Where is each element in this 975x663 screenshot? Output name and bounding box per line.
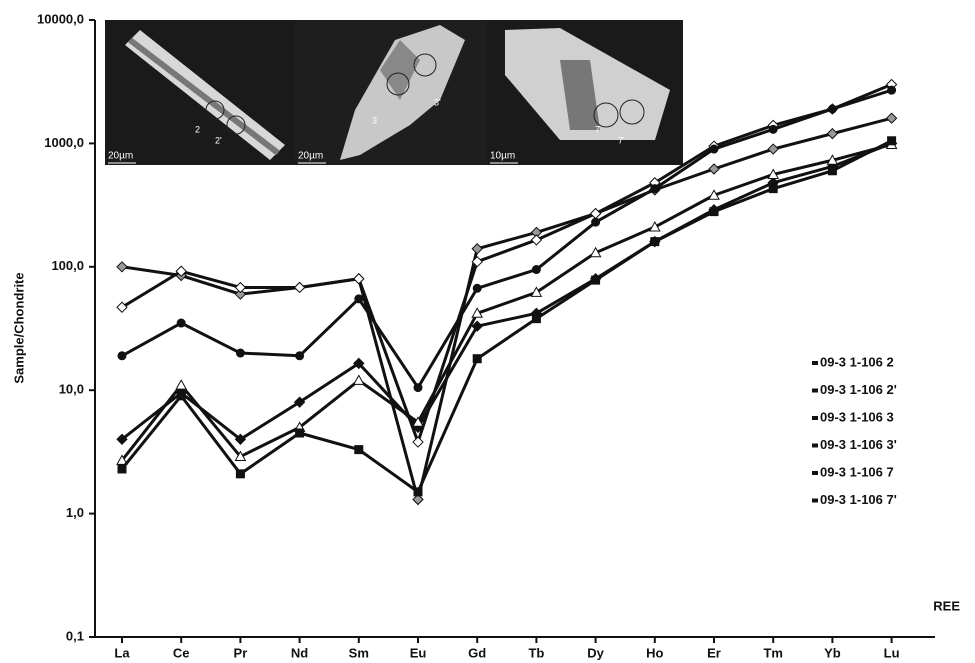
x-tick-label: Tm bbox=[763, 645, 783, 660]
inset-label: 7 bbox=[595, 124, 600, 134]
y-tick-label: 1000,0 bbox=[44, 135, 84, 150]
x-tick-label: Ce bbox=[173, 645, 190, 660]
x-tick-label: Tb bbox=[528, 645, 544, 660]
marker bbox=[651, 185, 659, 193]
marker bbox=[296, 352, 304, 360]
y-axis-label: Sample/Chondrite bbox=[11, 272, 26, 383]
marker bbox=[888, 86, 896, 94]
inset-scale: 10µm bbox=[490, 151, 515, 162]
marker bbox=[769, 125, 777, 133]
marker bbox=[414, 384, 422, 392]
marker bbox=[295, 282, 305, 292]
inset-label: 2' bbox=[215, 135, 222, 145]
marker bbox=[710, 145, 718, 153]
marker bbox=[354, 274, 364, 284]
marker bbox=[472, 244, 482, 254]
x-axis-label: REE bbox=[933, 598, 960, 613]
marker bbox=[827, 129, 837, 139]
marker bbox=[532, 315, 540, 323]
y-tick-label: 100,0 bbox=[51, 258, 84, 273]
marker bbox=[177, 319, 185, 327]
x-tick-label: Pr bbox=[234, 645, 248, 660]
legend-label: 09-3 1-106 2' bbox=[820, 382, 897, 397]
y-tick-label: 1,0 bbox=[66, 505, 84, 520]
marker bbox=[355, 295, 363, 303]
marker bbox=[828, 167, 836, 175]
marker bbox=[828, 105, 836, 113]
marker bbox=[296, 429, 304, 437]
legend-label: 09-3 1-106 7' bbox=[820, 492, 897, 507]
inset-label: 3 bbox=[372, 115, 377, 125]
marker bbox=[118, 465, 126, 473]
marker bbox=[473, 355, 481, 363]
x-tick-label: Nd bbox=[291, 645, 308, 660]
marker bbox=[176, 380, 186, 389]
legend-label: 09-3 1-106 2 bbox=[820, 354, 894, 369]
inset-label: 3' bbox=[434, 97, 441, 107]
marker bbox=[235, 282, 245, 292]
legend-label: 09-3 1-106 7 bbox=[820, 464, 894, 479]
marker bbox=[413, 437, 423, 447]
marker bbox=[473, 284, 481, 292]
x-tick-label: Eu bbox=[410, 645, 427, 660]
marker bbox=[768, 144, 778, 154]
marker bbox=[592, 218, 600, 226]
marker bbox=[710, 208, 718, 216]
inset-scale: 20µm bbox=[108, 151, 133, 162]
marker bbox=[236, 349, 244, 357]
marker bbox=[236, 470, 244, 478]
y-tick-label: 0,1 bbox=[66, 628, 84, 643]
inset-label: 2 bbox=[195, 124, 200, 134]
legend-label: 09-3 1-106 3' bbox=[820, 437, 897, 452]
marker bbox=[118, 352, 126, 360]
x-tick-label: Gd bbox=[468, 645, 486, 660]
marker bbox=[651, 238, 659, 246]
marker bbox=[592, 276, 600, 284]
legend-label: 09-3 1-106 3 bbox=[820, 409, 894, 424]
marker bbox=[769, 185, 777, 193]
x-tick-label: La bbox=[114, 645, 130, 660]
x-tick-label: Sm bbox=[349, 645, 369, 660]
x-tick-label: Dy bbox=[587, 645, 604, 660]
marker bbox=[888, 137, 896, 145]
marker bbox=[414, 488, 422, 496]
marker bbox=[355, 446, 363, 454]
insets bbox=[105, 20, 683, 165]
y-tick-label: 10,0 bbox=[59, 382, 84, 397]
marker bbox=[354, 375, 364, 384]
x-tick-label: Lu bbox=[884, 645, 900, 660]
marker bbox=[709, 164, 719, 174]
x-tick-label: Yb bbox=[824, 645, 841, 660]
x-tick-label: Er bbox=[707, 645, 721, 660]
chart: Sample/Chondrite REE 0,1 1,0 10,0 100,0 1000… bbox=[0, 0, 975, 663]
inset-scale: 20µm bbox=[298, 151, 323, 162]
marker bbox=[177, 392, 185, 400]
marker bbox=[531, 235, 541, 245]
x-tick-label: Ho bbox=[646, 645, 663, 660]
y-tick-label: 10000,0 bbox=[37, 11, 84, 26]
inset-label: 7' bbox=[618, 135, 625, 145]
marker bbox=[532, 266, 540, 274]
marker bbox=[117, 262, 127, 272]
marker bbox=[887, 113, 897, 123]
